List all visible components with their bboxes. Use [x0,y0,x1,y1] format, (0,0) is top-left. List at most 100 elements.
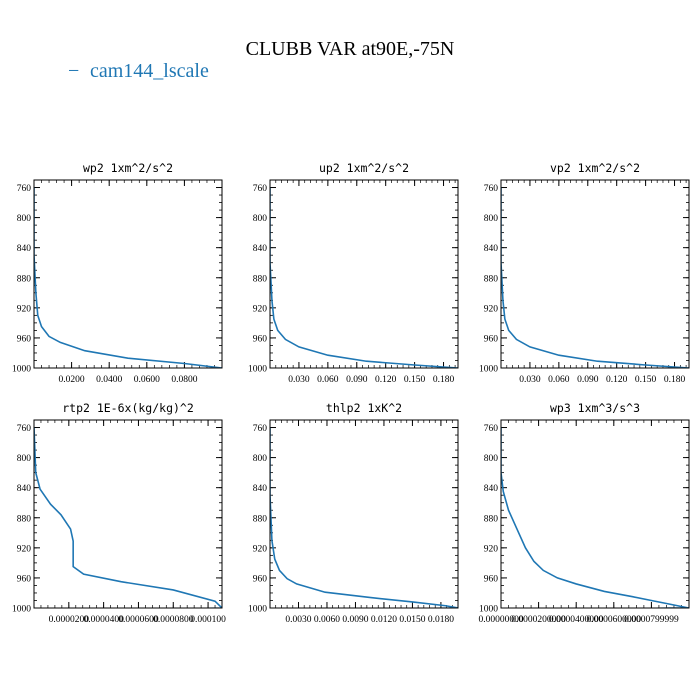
panel-1: up2 1xm^2/s^2 760 800 840 880 920 960 1000 0.030… [248,161,459,385]
y-tick-label: 960 [253,574,268,584]
x-tick-label: 0.0000400000 [549,615,604,625]
y-tick-label: 760 [253,424,268,434]
y-tick-label: 840 [17,244,32,254]
panel-title: thlp2 1xK^2 [326,401,402,415]
y-tick-label: 880 [253,274,268,284]
panel-title: wp3 1xm^3/s^3 [550,401,640,415]
y-tick-label: 920 [484,304,499,314]
y-tick-label: 920 [17,304,32,314]
x-tick-label: 0.0000800 [153,615,194,625]
y-tick-label: 800 [484,214,499,224]
y-tick-label: 840 [253,484,268,494]
series-line-cam144-lscale [270,187,458,368]
plot-frame [269,179,459,369]
y-tick-label: 880 [484,274,499,284]
x-tick-label: 0.0030 [285,615,311,625]
x-tick-label: 0.0180 [428,615,454,625]
y-tick-label: 800 [253,214,268,224]
y-tick-label: 840 [484,244,499,254]
x-tick-label: 0.0200 [59,375,85,385]
x-tick-label: 0.060 [317,375,339,385]
x-tick-label: 0.000100 [190,615,226,625]
y-tick-label: 840 [484,484,499,494]
panel-title: vp2 1xm^2/s^2 [550,161,640,175]
y-tick-label: 880 [17,274,32,284]
x-tick-label: 0.0120 [371,615,397,625]
legend-label: cam144_lscale [90,60,209,82]
y-tick-label: 840 [253,244,268,254]
y-tick-label: 1000 [248,605,267,615]
y-tick-label: 800 [17,214,32,224]
y-tick-label: 960 [17,574,32,584]
y-tick-label: 920 [17,544,32,554]
y-tick-label: 800 [253,454,268,464]
panel-title: up2 1xm^2/s^2 [319,161,409,175]
y-tick-label: 1000 [479,605,498,615]
y-tick-label: 760 [484,184,499,194]
legend: − cam144_lscale [68,60,209,82]
x-tick-label: 0.0800 [171,375,197,385]
panel-title: wp2 1xm^2/s^2 [83,161,173,175]
series-line-cam144-lscale [270,427,458,608]
y-tick-label: 920 [253,304,268,314]
y-tick-label: 760 [17,184,32,194]
series-line-cam144-lscale [501,427,689,608]
panel-title: rtp2 1E-6x(kg/kg)^2 [62,401,194,415]
plot-frame [33,419,223,609]
y-tick-label: 880 [17,514,32,524]
x-tick-label: 0.0000200 [49,615,90,625]
plot-frame [269,419,459,609]
y-tick-label: 800 [17,454,32,464]
y-tick-label: 840 [17,484,32,494]
y-tick-label: 1000 [248,365,267,375]
x-tick-label: 0.180 [433,375,455,385]
plot-frame [33,179,223,369]
panel-3: rtp2 1E-6x(kg/kg)^2 760 800 840 880 920 960 100… [12,401,226,625]
y-tick-label: 760 [484,424,499,434]
x-tick-label: 0.150 [635,375,657,385]
y-tick-label: 800 [484,454,499,464]
x-tick-label: 0.120 [606,375,628,385]
x-tick-label: 0.0000200000 [511,615,566,625]
x-tick-label: 0.0000799999 [624,615,679,625]
x-tick-label: 0.0000600000 [586,615,641,625]
y-tick-label: 760 [17,424,32,434]
y-tick-label: 1000 [12,605,31,615]
y-tick-label: 960 [484,334,499,344]
x-tick-label: 0.0000600 [118,615,159,625]
plot-frame [500,419,690,609]
series-line-cam144-lscale [501,187,689,368]
series-line-cam144-lscale [34,187,222,368]
plot-frame [500,179,690,369]
y-tick-label: 920 [253,544,268,554]
y-tick-label: 880 [484,514,499,524]
x-tick-label: 0.0400 [96,375,122,385]
series-line-cam144-lscale [34,427,222,608]
x-tick-label: 0.090 [577,375,599,385]
y-tick-label: 920 [484,544,499,554]
x-tick-label: 0.00000000 [478,615,523,625]
y-tick-label: 880 [253,514,268,524]
y-tick-label: 960 [17,334,32,344]
x-tick-label: 0.0090 [342,615,368,625]
y-tick-label: 960 [484,574,499,584]
y-tick-label: 760 [253,184,268,194]
x-tick-label: 0.030 [288,375,310,385]
x-tick-label: 0.090 [346,375,368,385]
x-tick-label: 0.0150 [399,615,425,625]
panel-2: vp2 1xm^2/s^2 760 800 840 880 920 960 1000 0.030… [479,161,690,385]
panel-5: wp3 1xm^3/s^376080084088092096010000.000… [478,401,690,625]
x-tick-label: 0.150 [404,375,426,385]
x-tick-label: 0.0000400 [83,615,124,625]
y-tick-label: 1000 [12,365,31,375]
x-tick-label: 0.060 [548,375,570,385]
x-tick-label: 0.0060 [314,615,340,625]
x-tick-label: 0.030 [519,375,541,385]
x-tick-label: 0.120 [375,375,397,385]
panel-0: wp2 1xm^2/s^2 760 800 840 880 920 960 1000 0.020… [12,161,223,385]
figure-title: CLUBB VAR at90E,-75N [246,38,455,60]
x-tick-label: 0.180 [664,375,686,385]
legend-line-icon: − [68,60,79,82]
panels: wp2 1xm^2/s^2 760 800 840 880 920 960 1000 0.020… [12,161,690,625]
y-tick-label: 960 [253,334,268,344]
